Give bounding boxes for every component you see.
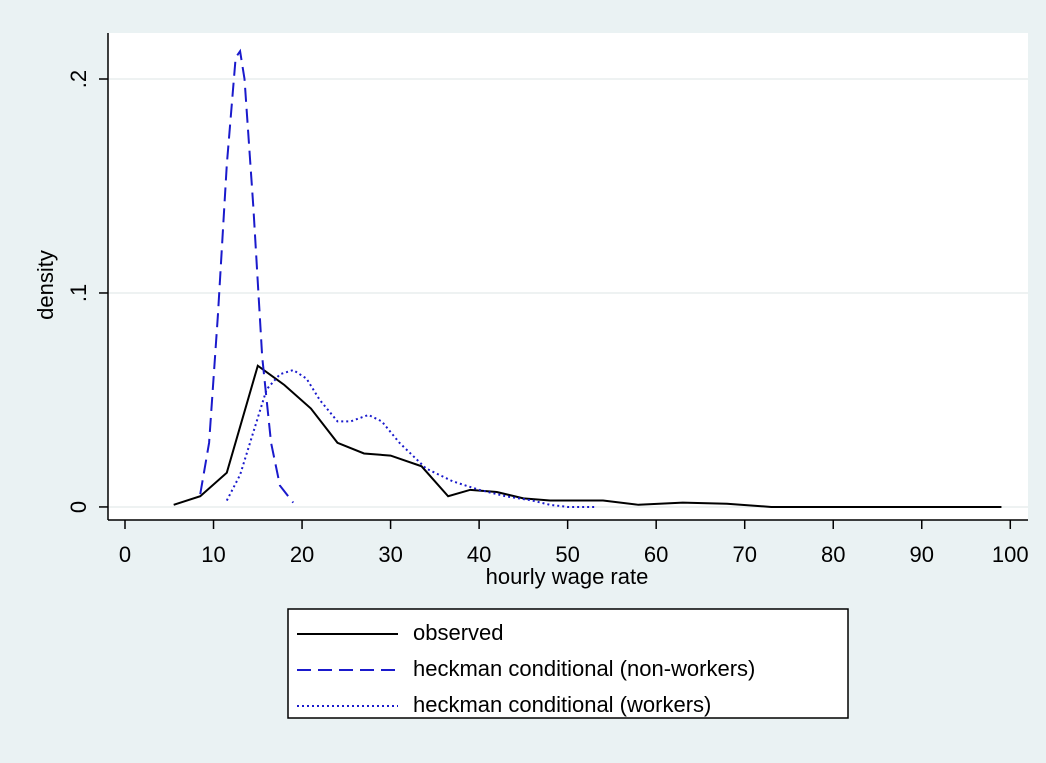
y-tick-label: .1 [66, 284, 91, 302]
legend-label: heckman conditional (non-workers) [413, 656, 755, 681]
x-tick-label: 50 [555, 542, 579, 567]
legend [287, 608, 849, 719]
y-tick-label: 0 [66, 501, 91, 513]
x-tick-label: 0 [119, 542, 131, 567]
plot-area [108, 33, 1028, 520]
data-line [199, 48, 294, 504]
x-tick-label: 20 [290, 542, 314, 567]
x-tick-label: 80 [821, 542, 845, 567]
legend-label: heckman conditional (workers) [413, 692, 711, 717]
data-line [225, 368, 595, 508]
x-tick-label: 60 [644, 542, 668, 567]
data-line [173, 364, 1002, 508]
x-tick-label: 30 [378, 542, 402, 567]
x-tick-label: 70 [732, 542, 756, 567]
y-tick-label: .2 [66, 70, 91, 88]
legend-label: observed [413, 620, 504, 645]
x-tick-label: 40 [467, 542, 491, 567]
x-axis-title: hourly wage rate [486, 564, 649, 589]
x-tick-label: 100 [992, 542, 1029, 567]
x-tick-label: 90 [910, 542, 934, 567]
y-axis-title: density [33, 250, 58, 320]
x-tick-label: 10 [201, 542, 225, 567]
